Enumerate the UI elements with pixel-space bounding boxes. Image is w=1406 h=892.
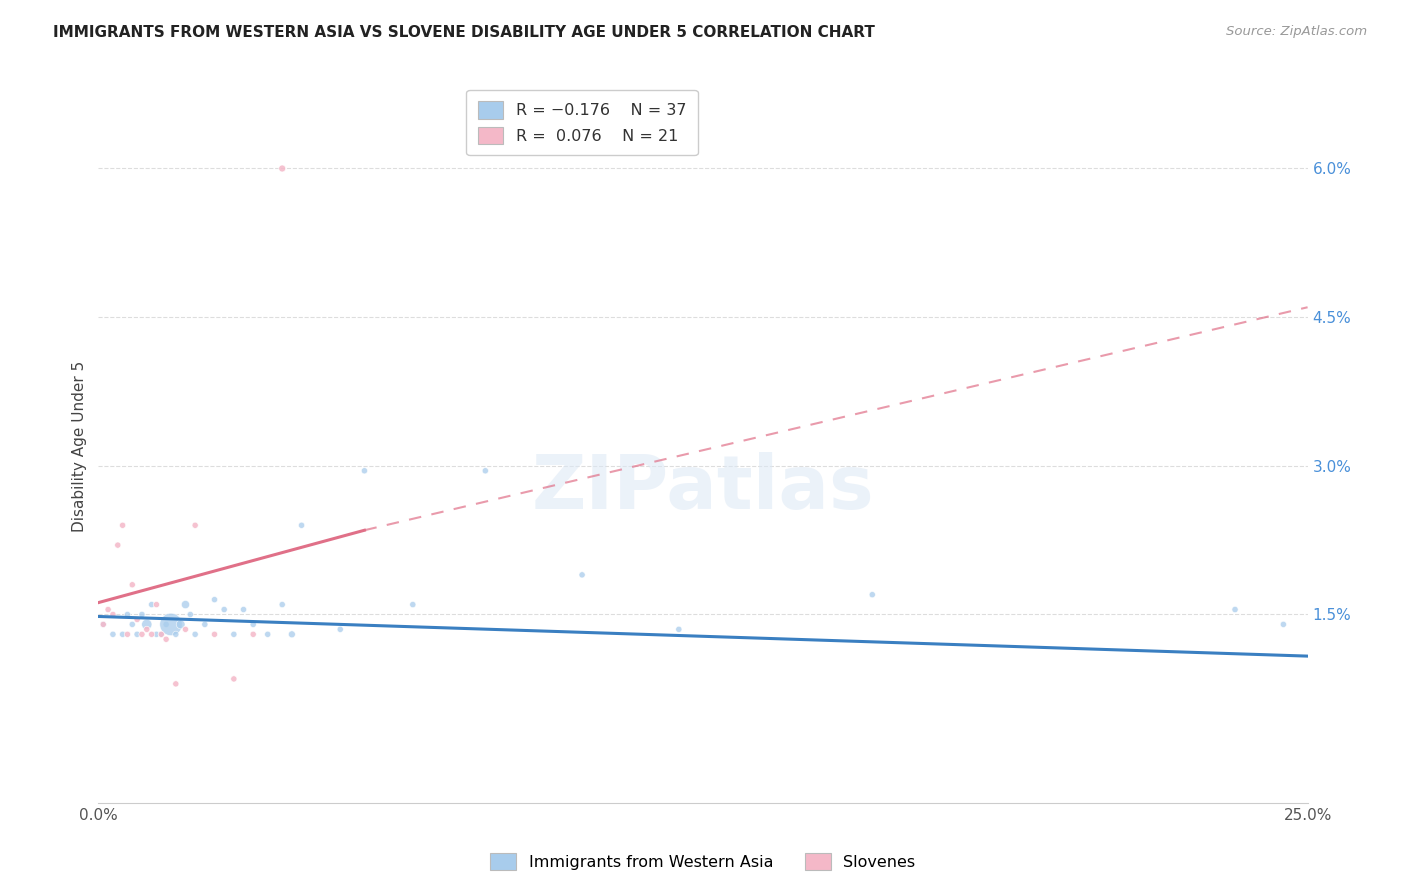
Point: [91, 617, 114, 632]
Point: [111, 518, 134, 533]
Point: [290, 518, 312, 533]
Point: [1223, 602, 1246, 616]
Legend: R = −0.176    N = 37, R =  0.076    N = 21: R = −0.176 N = 37, R = 0.076 N = 21: [467, 90, 697, 155]
Point: [131, 627, 153, 641]
Point: [174, 598, 197, 612]
Point: [91, 617, 114, 632]
Point: [668, 623, 690, 637]
Point: [271, 161, 294, 176]
Point: [121, 578, 143, 592]
Point: [111, 627, 134, 641]
Y-axis label: Disability Age Under 5: Disability Age Under 5: [72, 360, 87, 532]
Point: [232, 602, 254, 616]
Point: [222, 672, 245, 686]
Point: [353, 464, 375, 478]
Text: ZIPatlas: ZIPatlas: [531, 452, 875, 525]
Point: [204, 592, 226, 607]
Text: IMMIGRANTS FROM WESTERN ASIA VS SLOVENE DISABILITY AGE UNDER 5 CORRELATION CHART: IMMIGRANTS FROM WESTERN ASIA VS SLOVENE …: [53, 25, 876, 40]
Point: [121, 617, 143, 632]
Point: [222, 627, 245, 641]
Point: [174, 623, 197, 637]
Point: [242, 617, 264, 632]
Point: [145, 598, 167, 612]
Point: [141, 598, 163, 612]
Point: [150, 627, 173, 641]
Point: [281, 627, 304, 641]
Point: [117, 607, 139, 622]
Point: [141, 627, 163, 641]
Point: [150, 627, 173, 641]
Point: [127, 612, 149, 626]
Point: [860, 588, 883, 602]
Point: [101, 627, 124, 641]
Point: [165, 677, 187, 691]
Point: [169, 617, 191, 632]
Point: [256, 627, 278, 641]
Point: [160, 617, 183, 632]
Point: [117, 627, 139, 641]
Point: [271, 598, 294, 612]
Point: [127, 627, 149, 641]
Point: [204, 627, 226, 641]
Point: [131, 607, 153, 622]
Legend: Immigrants from Western Asia, Slovenes: Immigrants from Western Asia, Slovenes: [484, 847, 922, 877]
Point: [402, 598, 425, 612]
Point: [474, 464, 496, 478]
Text: Source: ZipAtlas.com: Source: ZipAtlas.com: [1226, 25, 1367, 38]
Point: [179, 607, 201, 622]
Point: [155, 632, 177, 647]
Point: [329, 623, 352, 637]
Point: [242, 627, 264, 641]
Point: [165, 627, 187, 641]
Point: [184, 518, 207, 533]
Point: [571, 567, 593, 582]
Point: [135, 623, 157, 637]
Point: [101, 607, 124, 622]
Point: [107, 538, 129, 552]
Point: [184, 627, 207, 641]
Point: [135, 617, 157, 632]
Point: [97, 602, 120, 616]
Point: [155, 617, 177, 632]
Point: [1272, 617, 1295, 632]
Point: [194, 617, 217, 632]
Point: [212, 602, 235, 616]
Point: [145, 627, 167, 641]
